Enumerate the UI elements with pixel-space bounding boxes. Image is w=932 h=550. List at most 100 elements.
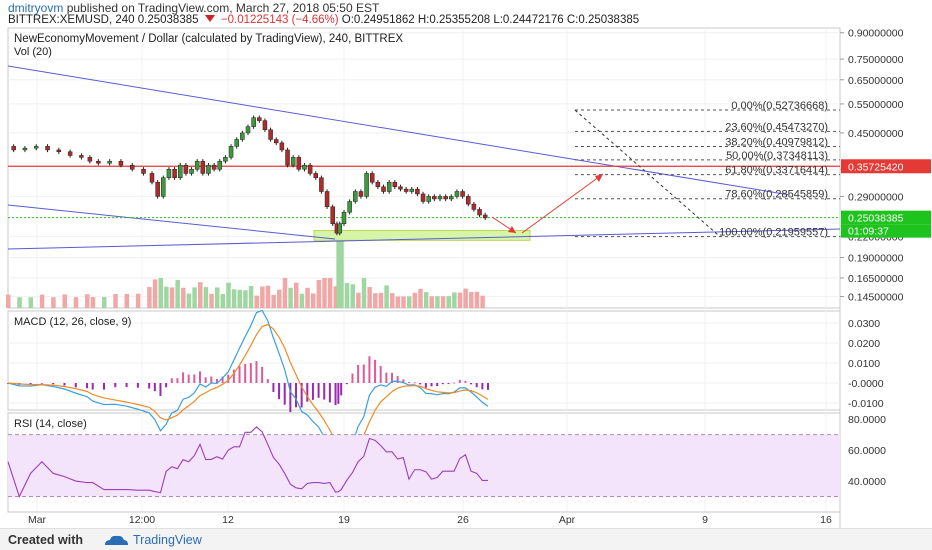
macd-histogram-bar bbox=[357, 364, 360, 383]
fib-level-label: 38.20%(0.40979812) bbox=[725, 136, 828, 148]
volume-bar bbox=[361, 278, 367, 308]
author-link[interactable]: dmitryovm bbox=[8, 1, 64, 15]
created-with-label: Created with bbox=[8, 533, 84, 547]
macd-histogram-bar bbox=[436, 383, 439, 386]
volume-bar bbox=[406, 296, 412, 308]
fib-level-label: 0.00%(0.52736668) bbox=[731, 100, 828, 112]
macd-line bbox=[7, 309, 489, 474]
candle-body bbox=[432, 196, 437, 200]
macd-histogram-bar bbox=[368, 356, 371, 383]
volume-bar bbox=[192, 287, 197, 308]
volume-bar bbox=[254, 295, 259, 308]
volume-bar bbox=[423, 292, 429, 308]
volume-bar bbox=[51, 297, 56, 308]
candle-body bbox=[149, 173, 155, 183]
volume-bar bbox=[62, 294, 67, 308]
macd-histogram-bar bbox=[221, 376, 224, 383]
candle-body bbox=[107, 160, 112, 164]
volume-bar bbox=[412, 292, 418, 308]
volume-bar bbox=[440, 296, 446, 308]
tradingview-logo[interactable]: TradingView bbox=[103, 533, 202, 547]
price-tick-label: 0.65000000 bbox=[848, 75, 904, 87]
candle-body bbox=[177, 164, 183, 178]
macd-histogram-bar bbox=[232, 369, 235, 383]
volume-bar bbox=[203, 287, 209, 308]
macd-histogram-bar bbox=[244, 363, 247, 383]
candle-body bbox=[302, 164, 307, 170]
x-tick-label: 26 bbox=[457, 514, 469, 526]
ascending-trendline bbox=[7, 228, 841, 250]
volume-bar bbox=[435, 296, 440, 308]
volume-bar bbox=[474, 291, 480, 308]
volume-bar bbox=[310, 293, 316, 308]
candle-body bbox=[403, 188, 409, 192]
macd-histogram-bar bbox=[165, 383, 168, 388]
macd-histogram-bar bbox=[424, 383, 427, 388]
volume-bar bbox=[198, 282, 203, 308]
macd-histogram-bar bbox=[323, 383, 326, 400]
rsi-line bbox=[7, 426, 488, 498]
macd-histogram-bar bbox=[340, 383, 343, 396]
rsi-tick-label: 80.0000 bbox=[848, 414, 886, 426]
macd-histogram-bar bbox=[464, 380, 467, 383]
x-tick-label: 16 bbox=[820, 514, 832, 526]
volume-bar bbox=[418, 288, 423, 308]
volume-bar bbox=[113, 294, 118, 308]
volume-bar bbox=[164, 286, 169, 308]
rsi-tick-label: 60.0000 bbox=[848, 445, 886, 457]
price-tick-label: 0.14500000 bbox=[848, 292, 904, 304]
macd-histogram-bar bbox=[447, 383, 450, 384]
macd-histogram-bar bbox=[311, 383, 314, 400]
volume-bar bbox=[378, 292, 384, 308]
candle-body bbox=[364, 173, 369, 197]
volume-bar bbox=[469, 292, 474, 308]
candle-body bbox=[118, 160, 124, 166]
candle-body bbox=[56, 149, 62, 153]
macd-histogram-bar bbox=[317, 383, 320, 398]
candle-body bbox=[141, 168, 146, 174]
macd-histogram-bar bbox=[289, 383, 292, 413]
macd-histogram-bar bbox=[272, 383, 275, 392]
macd-histogram-bar bbox=[351, 373, 354, 383]
macd-histogram-bar bbox=[441, 383, 444, 385]
volume-bar bbox=[243, 290, 248, 308]
volume-bar bbox=[175, 280, 180, 308]
resistance-price-tag: 0.35725420 bbox=[848, 161, 904, 173]
candle-body bbox=[240, 132, 245, 140]
candle-body bbox=[45, 146, 50, 151]
volume-bar bbox=[395, 296, 401, 308]
tradingview-cloud-icon bbox=[105, 535, 128, 545]
volume-bar bbox=[169, 287, 175, 308]
x-tick-label: 12 bbox=[222, 514, 234, 526]
volume-bar bbox=[237, 289, 243, 308]
support-zone-box bbox=[313, 230, 531, 241]
volume-bar bbox=[6, 294, 11, 308]
rsi-tick-label: 40.0000 bbox=[848, 476, 886, 488]
macd-histogram-bar bbox=[249, 363, 252, 383]
arrowhead-icon bbox=[508, 226, 516, 233]
macd-histogram-bar bbox=[182, 372, 185, 383]
volume-bar bbox=[288, 287, 293, 308]
candle-body bbox=[228, 146, 234, 158]
volume-bar bbox=[186, 293, 192, 308]
candle-body bbox=[161, 177, 166, 197]
volume-bar bbox=[28, 297, 34, 308]
candle-body bbox=[415, 188, 420, 195]
volume-bar bbox=[336, 238, 341, 308]
volume-bar bbox=[277, 289, 282, 308]
volume-bar bbox=[135, 293, 141, 308]
candle-body bbox=[409, 188, 415, 192]
chart-canvas[interactable]: Mar 12:00 12 19 26 Apr 9 16 0.90000000 0.75000000… bbox=[0, 0, 932, 528]
descending-trendline-lower bbox=[7, 204, 336, 240]
volume-bar bbox=[333, 286, 339, 308]
candle-body bbox=[206, 164, 211, 174]
candle-body bbox=[471, 203, 477, 210]
candle-body bbox=[443, 196, 448, 200]
candle-body bbox=[285, 149, 290, 166]
price-tick-label: 0.16500000 bbox=[848, 273, 904, 285]
volume-bar bbox=[480, 295, 485, 308]
price-change: −0.01225143 (−4.66%) bbox=[220, 14, 339, 26]
candle-body bbox=[273, 139, 279, 144]
macd-histogram-bar bbox=[125, 383, 128, 388]
macd-histogram-bar bbox=[362, 364, 365, 383]
